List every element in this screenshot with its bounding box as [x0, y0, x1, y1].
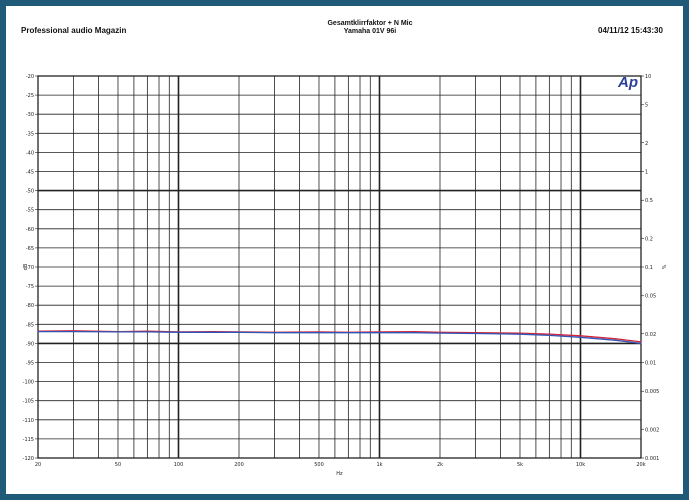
y-right-tick-label: 2	[645, 141, 648, 147]
y-left-tick-label: -60	[26, 227, 34, 233]
x-tick-label: 500	[314, 462, 324, 468]
x-tick-label: 20	[35, 462, 41, 468]
y-left-tick-label: -45	[26, 170, 34, 176]
chart-title-line2: Yamaha 01V 96i	[343, 28, 397, 35]
y-left-tick-label: -40	[26, 150, 34, 156]
y-right-tick-label: 1	[645, 170, 648, 176]
y-right-tick-label: 0.5	[645, 198, 653, 204]
y-left-tick-label: -100	[23, 380, 34, 386]
y-left-tick-label: -90	[26, 341, 34, 347]
series-2-point	[414, 332, 416, 334]
ap-logo: Ap	[618, 74, 638, 91]
series-2-point	[318, 332, 320, 334]
y-left-tick-label: -75	[26, 284, 34, 290]
x-axis-label: Hz	[336, 471, 343, 477]
y-left-axis-label: dB	[23, 263, 29, 270]
series-1-point	[615, 338, 617, 340]
series-2-point	[238, 331, 240, 333]
series-2-point	[117, 331, 119, 333]
y-left-tick-label: -20	[26, 74, 34, 80]
y-right-tick-label: 5	[645, 103, 648, 109]
x-tick-label: 100	[174, 462, 184, 468]
series-2-point	[439, 332, 441, 334]
y-right-tick-label: 0.2	[645, 236, 653, 242]
header-left: Professional audio Magazin	[21, 26, 127, 35]
series-1-point	[519, 332, 521, 334]
series-2-point	[640, 342, 642, 344]
y-right-tick-label: 0.002	[645, 427, 659, 433]
y-left-tick-label: -70	[26, 265, 34, 271]
series-2-point	[378, 332, 381, 334]
y-left-tick-label: -65	[26, 246, 34, 252]
series-2-point	[519, 333, 521, 335]
y-left-tick-label: -115	[23, 437, 34, 443]
x-tick-label: 50	[115, 462, 121, 468]
x-tick-label: 200	[234, 462, 244, 468]
y-left-tick-label: -55	[26, 208, 34, 214]
series-2-point	[213, 331, 215, 333]
y-left-tick-label: -35	[26, 131, 34, 137]
series-2-point	[615, 339, 617, 341]
y-right-tick-label: 0.001	[645, 456, 659, 462]
chart-title-line1: Gesamtklirrfaktor + N Mic	[327, 20, 413, 27]
y-right-tick-label: 0.1	[645, 265, 653, 271]
series-2-point	[177, 331, 180, 333]
y-left-tick-label: -120	[23, 456, 34, 462]
series-1-point	[414, 330, 416, 333]
series-2-point	[548, 334, 550, 336]
y-right-tick-label: 0.05	[645, 294, 656, 300]
y-right-tick-label: 0.01	[645, 361, 656, 367]
chart-title: Gesamtklirrfaktor + N Mic Yamaha 01V 96i	[300, 20, 440, 36]
y-right-axis-label: %	[660, 265, 666, 270]
y-right-tick-label: 0.02	[645, 332, 656, 338]
y-left-tick-label: -50	[26, 189, 34, 195]
x-tick-label: 5k	[517, 462, 523, 468]
series-1-point	[579, 335, 582, 337]
x-tick-label: 2k	[437, 462, 443, 468]
series-1-point	[640, 341, 642, 343]
series-2-point	[273, 332, 275, 334]
y-left-tick-label: -25	[26, 93, 34, 99]
x-tick-label: 10k	[576, 462, 585, 468]
series-2-point	[37, 330, 39, 333]
series-1-point	[548, 333, 550, 335]
y-left-tick-label: -110	[23, 418, 34, 424]
y-left-tick-label: -105	[23, 399, 34, 405]
x-tick-label: 20k	[636, 462, 645, 468]
y-left-tick-label: -95	[26, 361, 34, 367]
series-2-point	[347, 332, 349, 334]
y-right-tick-label: 0.005	[645, 389, 659, 395]
timestamp: 04/11/12 15:43:30	[598, 26, 663, 35]
series-2-point	[146, 331, 148, 333]
y-right-tick-label: 10	[645, 74, 651, 80]
series-2-point	[72, 330, 74, 333]
series-2-point	[474, 332, 476, 335]
y-left-tick-label: -85	[26, 322, 34, 328]
y-left-tick-label: -30	[26, 112, 34, 118]
series-2-point	[579, 336, 582, 338]
y-left-tick-label: -80	[26, 303, 34, 309]
x-tick-label: 1k	[376, 462, 382, 468]
